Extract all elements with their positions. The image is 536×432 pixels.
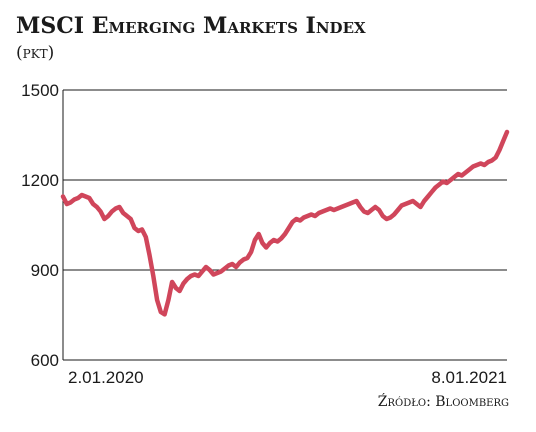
y-tick-label: 600 xyxy=(31,351,59,370)
y-tick-label: 1200 xyxy=(21,171,59,190)
y-tick-label: 900 xyxy=(31,261,59,280)
y-tick-label: 1500 xyxy=(21,81,59,100)
grid xyxy=(62,89,507,361)
chart-subtitle: (pkt) xyxy=(16,43,54,63)
chart-title: MSCI Emerging Markets Index xyxy=(16,13,366,39)
x-axis-ticks: 2.01.2020 8.01.2021 xyxy=(68,368,507,387)
x-tick-label: 2.01.2020 xyxy=(68,368,144,387)
y-axis-ticks: 1500 1200 900 600 xyxy=(21,81,59,370)
series-line xyxy=(60,129,510,317)
x-tick-label: 8.01.2021 xyxy=(431,368,507,387)
source-note: Źródło: Bloomberg xyxy=(378,392,509,410)
